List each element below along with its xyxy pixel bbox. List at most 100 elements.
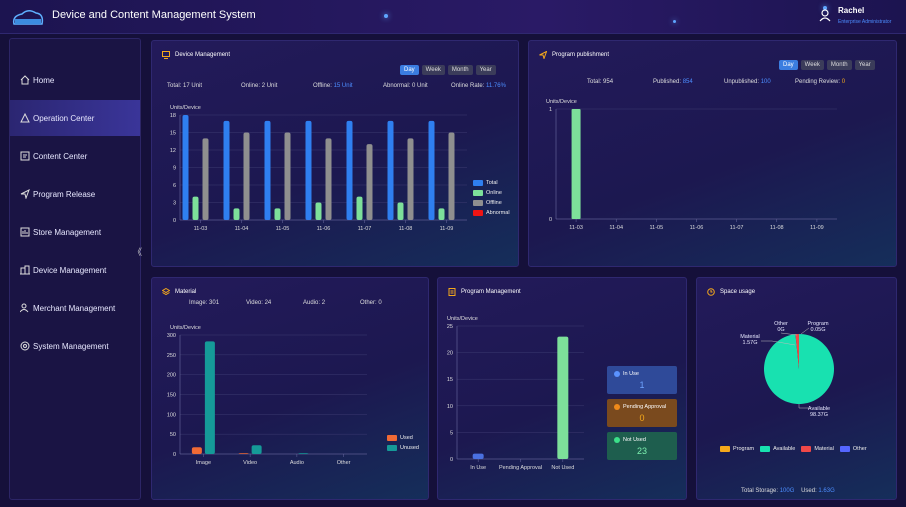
status-value: 0 — [639, 413, 645, 423]
settings-icon — [20, 341, 30, 351]
legend-label: Abnormal — [486, 210, 510, 216]
monitor-icon — [162, 51, 170, 59]
period-week[interactable]: Week — [800, 60, 824, 70]
period-year[interactable]: Year — [854, 60, 875, 70]
period-day[interactable]: Day — [779, 60, 798, 70]
bar — [346, 120, 353, 220]
sidebar-item-home[interactable]: Home — [10, 62, 140, 98]
legend-item-unused: Unused — [387, 443, 419, 453]
x-tick-label: 11-03 — [569, 225, 583, 231]
legend-label: Program — [733, 446, 755, 452]
sidebar-item-label: Operation Center — [33, 114, 95, 123]
legend-item-online: Online — [473, 188, 510, 198]
label-other-value: 0G — [777, 327, 784, 333]
bar — [284, 132, 291, 220]
material-legend: Used Unused — [387, 433, 419, 453]
sidebar-item-label: Merchant Management — [33, 304, 116, 313]
stat-online-rate: Online Rate: 11.76% — [451, 83, 506, 89]
legend-item-used: Used — [387, 433, 419, 443]
sidebar-item-operation-center[interactable]: Operation Center — [10, 100, 140, 136]
card-title: Program publishment — [539, 51, 609, 59]
bar — [204, 341, 215, 454]
device-legend: Total Online Offline Abnormal — [473, 178, 510, 218]
stat-label: Total Storage: — [741, 488, 779, 494]
stat-label: Abnormal: — [383, 83, 411, 89]
bar — [274, 208, 281, 220]
status-dot — [614, 404, 620, 410]
material-chart: Units/Device 0 50 100 150 200 250 300 Image Video… — [167, 325, 367, 466]
in-use-box[interactable]: In Use 1 — [607, 366, 677, 394]
x-tick-label: 11-09 — [810, 225, 824, 231]
status-label: Pending Approval — [623, 404, 667, 410]
stat-value: 100G — [779, 488, 795, 494]
collapse-sidebar-button[interactable]: 《 — [133, 247, 143, 257]
stat-value: 301 — [209, 300, 220, 306]
top-bar: Device and Content Management System Rac… — [0, 0, 906, 34]
y-tick-label: 6 — [173, 183, 176, 189]
bar — [448, 132, 455, 220]
store-icon — [20, 227, 30, 237]
x-tick-label: 11-03 — [194, 226, 208, 232]
period-year[interactable]: Year — [475, 65, 496, 75]
period-week[interactable]: Week — [421, 65, 445, 75]
program-pub-chart: Units/Device 0 1 11-03 11-04 11-05 11-06 11-07 1… — [546, 99, 837, 231]
bar — [407, 138, 414, 220]
period-month[interactable]: Month — [826, 60, 852, 70]
send-icon — [20, 189, 30, 199]
sidebar-item-content-center[interactable]: Content Center — [10, 138, 140, 174]
y-tick-label: 20 — [447, 351, 453, 357]
content-icon — [20, 151, 30, 161]
stat-offline: Offline: 15 Unit — [313, 83, 353, 89]
legend-item-material: Material — [801, 446, 834, 452]
stat-value: 11.76% — [486, 83, 506, 89]
decor-dot — [673, 20, 676, 23]
sidebar-item-program-release[interactable]: Program Release — [10, 176, 140, 212]
stat-value: 17 Unit — [183, 83, 203, 89]
y-tick-label: 0 — [450, 457, 453, 463]
label-other: Other — [774, 321, 788, 327]
status-label: In Use — [623, 371, 639, 377]
y-tick-label: 25 — [447, 324, 453, 330]
y-tick-label: 18 — [170, 113, 176, 119]
bar — [243, 132, 250, 220]
stat-value: 1.63G — [818, 488, 835, 494]
user-profile[interactable]: Rachel Enterprise Administrator — [818, 5, 898, 31]
period-selector: Day Week Month Year — [400, 65, 496, 75]
y-tick-label: 5 — [450, 430, 453, 436]
legend-label: Available — [773, 446, 796, 452]
sidebar-item-store-management[interactable]: Store Management — [10, 214, 140, 250]
period-month[interactable]: Month — [447, 65, 473, 75]
bar — [325, 138, 332, 220]
sidebar-item-label: System Management — [33, 342, 109, 351]
stat-label: Total: — [587, 79, 602, 85]
sidebar-item-device-management[interactable]: Device Management — [10, 252, 140, 288]
material-card: Material Image: 301 Video: 24 Audio: 2 O… — [151, 277, 429, 500]
sidebar-item-system-management[interactable]: System Management — [10, 328, 140, 364]
y-tick-label: 12 — [170, 148, 176, 154]
app-title: Device and Content Management System — [52, 9, 256, 21]
space-legend: Program Available Material Other — [720, 446, 867, 452]
x-tick-label: 11-06 — [690, 225, 704, 231]
stat-total: Total: 17 Unit — [167, 83, 202, 89]
user-icon — [819, 9, 831, 22]
document-icon — [448, 288, 456, 296]
y-tick-label: 0 — [173, 452, 176, 458]
legend-label: Offline — [486, 200, 502, 206]
program-management-card: Program Management Units/Device 0 5 10 15 20 2… — [437, 277, 687, 500]
y-tick-label: 0 — [173, 218, 176, 224]
legend-label: Material — [814, 446, 834, 452]
x-tick-label: Video — [243, 460, 257, 466]
bar — [397, 202, 404, 220]
y-axis-label: Units/Device — [546, 99, 577, 105]
stat-unpublished: Unpublished: 100 — [724, 79, 771, 85]
legend-item-other: Other — [839, 446, 867, 452]
stat-video: Video: 24 — [246, 300, 271, 306]
program-publishment-card: Program publishment Day Week Month Year … — [528, 40, 897, 267]
sidebar-item-merchant-management[interactable]: Merchant Management — [10, 290, 140, 326]
stat-published: Published: 854 — [653, 79, 693, 85]
period-day[interactable]: Day — [400, 65, 419, 75]
pending-approval-box[interactable]: Pending Approval 0 — [607, 399, 677, 427]
not-used-box[interactable]: Not Used 23 — [607, 432, 677, 460]
card-title: Material — [162, 288, 196, 296]
layers-icon — [162, 288, 170, 296]
